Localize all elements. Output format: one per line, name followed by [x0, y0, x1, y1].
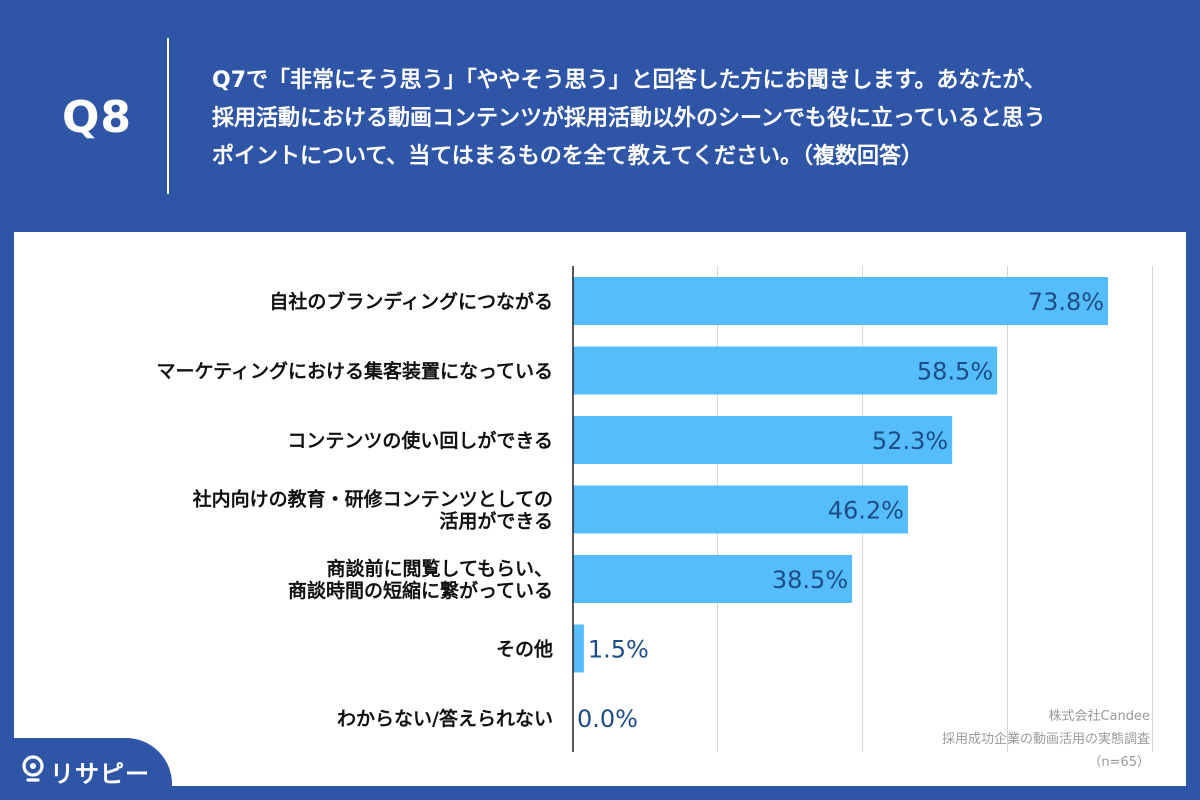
category-label: 社内向けの教育・研修コンテンツとしての活用ができる: [192, 488, 553, 533]
category-label: コンテンツの使い回しができる: [287, 429, 553, 452]
category-label: わからない/答えられない: [337, 707, 553, 730]
bar: [573, 277, 1109, 325]
credit-company: 株式会社Candee: [1048, 709, 1150, 724]
category-label: 商談前に閲覧してもらい、商談時間の短縮に繋がっている: [288, 557, 553, 602]
question-number: Q8: [62, 92, 133, 143]
value-label: 38.5%: [772, 566, 848, 594]
logo-text: リサピー: [50, 760, 150, 788]
bar: [573, 346, 998, 395]
value-label: 73.8%: [1028, 288, 1104, 316]
header: Q8 Q7で「非常にそう思う」「ややそう思う」と回答した方にお聞きします。あなた…: [0, 0, 1200, 232]
header-divider: [167, 38, 169, 194]
credit-sample-size: （n=65）: [1088, 755, 1150, 770]
value-label: 46.2%: [828, 497, 904, 525]
bar: [573, 555, 853, 603]
category-label: 自社のブランディングにつながる: [269, 290, 553, 313]
pin-icon: [22, 755, 44, 782]
bar: [573, 416, 953, 464]
credit: 株式会社Candee 採用成功企業の動画活用の実態調査 （n=65）: [942, 705, 1150, 774]
bar-chart: 自社のブランディングにつながる 73.8% マーケティングにおける集客装置になってい…: [156, 266, 1153, 752]
value-label: 0.0%: [577, 705, 638, 733]
credit-survey: 採用成功企業の動画活用の実態調査: [941, 732, 1150, 747]
bar: [573, 624, 584, 673]
value-label: 52.3%: [872, 427, 948, 455]
question-text: Q7で「非常にそう思う」「ややそう思う」と回答した方にお聞きします。あなたが、 …: [212, 68, 1046, 169]
value-label: 1.5%: [588, 636, 649, 664]
value-label: 58.5%: [917, 358, 993, 386]
bar: [573, 485, 908, 534]
brand-logo: リサピー: [0, 738, 172, 800]
category-label: マーケティングにおける集客装置になっている: [156, 360, 553, 383]
chart-panel: 自社のブランディングにつながる 73.8% マーケティングにおける集客装置になってい…: [14, 232, 1186, 786]
category-label: その他: [496, 638, 553, 661]
